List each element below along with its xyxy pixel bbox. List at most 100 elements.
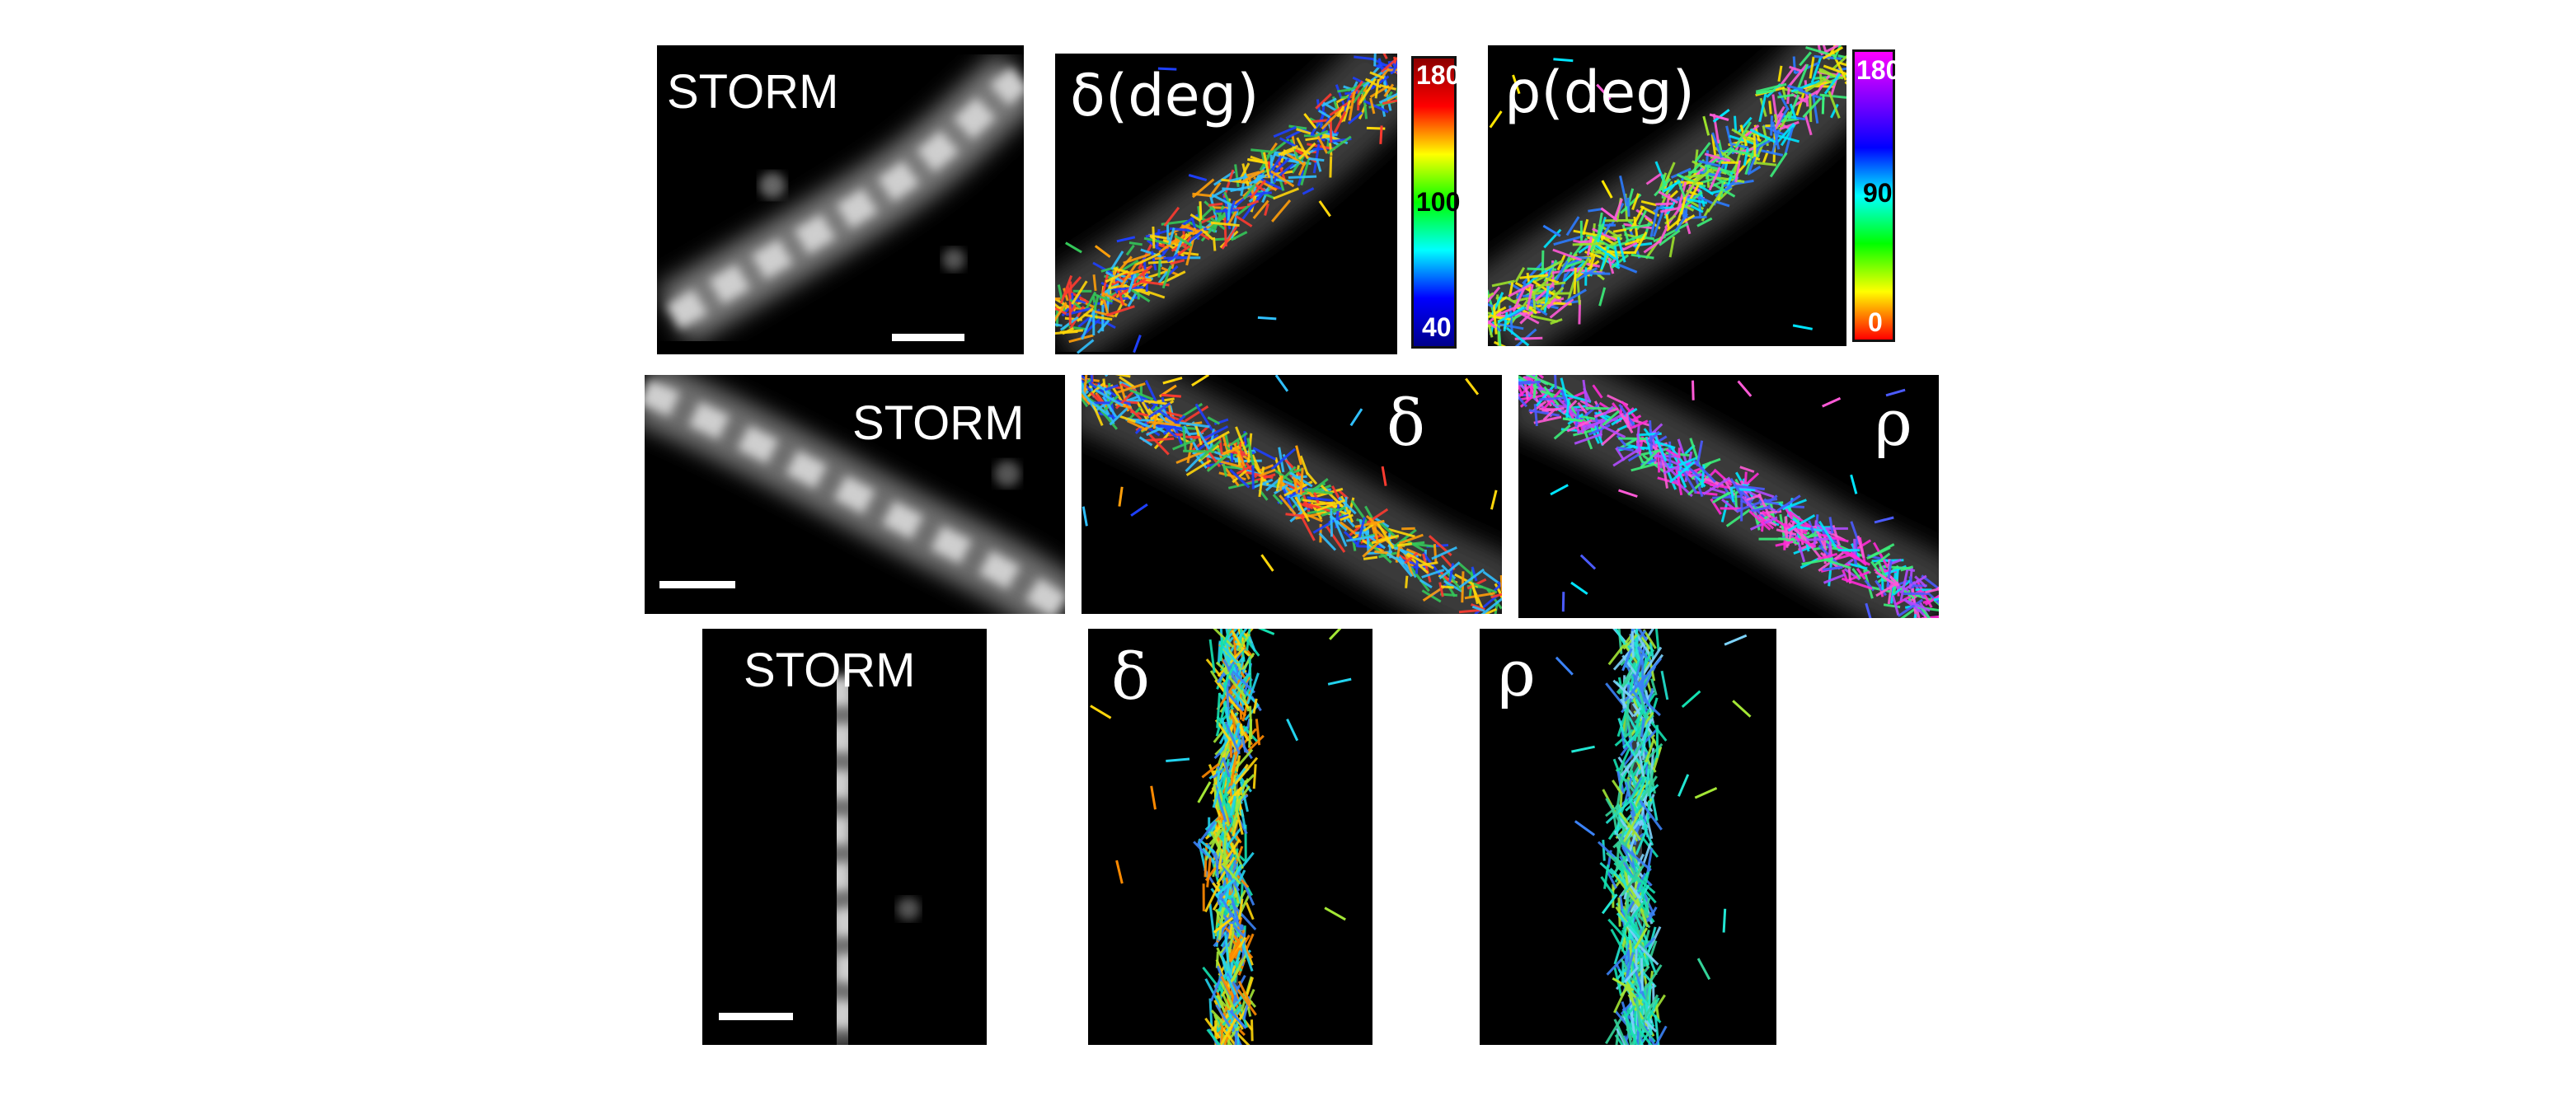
orientation-stick: [1199, 214, 1216, 225]
orientation-stick: [1219, 637, 1224, 662]
orientation-stick: [1161, 396, 1167, 414]
orientation-stick: [1202, 847, 1216, 864]
orientation-stick: [1632, 713, 1648, 741]
orientation-stick: [1206, 453, 1229, 472]
orientation-stick: [1619, 175, 1629, 207]
orientation-stick: [1221, 862, 1242, 885]
orientation-stick: [1629, 663, 1637, 691]
orientation-stick: [1606, 869, 1618, 889]
orientation-stick: [1245, 977, 1255, 998]
orientation-stick: [1489, 110, 1503, 129]
orientation-stick: [1622, 1010, 1639, 1045]
orientation-stick: [1082, 378, 1092, 392]
orientation-stick: [1574, 820, 1596, 836]
orientation-stick: [1090, 375, 1094, 382]
orientation-stick: [1651, 423, 1663, 435]
orientation-stick: [1222, 831, 1227, 863]
orientation-stick: [1204, 425, 1229, 439]
orientation-stick: [1119, 415, 1136, 424]
orientation-stick: [1493, 340, 1507, 346]
orientation-stick: [1668, 461, 1696, 484]
orientation-stick: [1297, 142, 1316, 161]
orientation-stick: [1312, 518, 1339, 534]
orientation-stick: [1083, 313, 1113, 321]
delta-colorbar-gradient: [1414, 59, 1454, 346]
orientation-stick: [1234, 1030, 1238, 1045]
orientation-stick: [1665, 213, 1670, 229]
orientation-stick: [1776, 494, 1801, 513]
orientation-stick: [1743, 148, 1749, 166]
orientation-stick: [1247, 157, 1266, 164]
orientation-stick: [1621, 864, 1645, 897]
orientation-stick: [1379, 125, 1383, 144]
orientation-stick: [1213, 785, 1227, 822]
rho-colorbar-tick-bottom: 0: [1868, 307, 1883, 337]
orientation-stick: [1687, 473, 1711, 496]
orientation-stick: [1383, 83, 1395, 97]
orientation-stick: [1104, 384, 1119, 391]
orientation-stick: [1748, 510, 1771, 531]
orientation-stick: [1626, 415, 1642, 424]
orientation-stick: [1868, 546, 1891, 560]
orientation-stick: [1519, 311, 1534, 325]
orientation-stick: [1201, 228, 1214, 241]
orientation-stick: [1185, 459, 1212, 476]
orientation-stick: [1513, 295, 1537, 303]
orientation-stick: [1797, 526, 1823, 532]
orientation-stick: [1551, 266, 1584, 274]
orientation-stick: [1777, 91, 1790, 111]
orientation-stick: [1287, 494, 1302, 499]
orientation-stick: [1241, 735, 1247, 753]
orientation-stick: [1565, 216, 1580, 237]
orientation-stick: [1225, 724, 1240, 752]
orientation-stick: [1921, 607, 1931, 618]
orientation-stick: [1624, 952, 1635, 982]
orientation-stick: [1841, 577, 1873, 590]
orientation-stick: [1781, 499, 1807, 511]
orientation-stick: [1308, 157, 1325, 162]
orientation-stick: [1774, 123, 1795, 146]
scale-bar-row1: [892, 334, 964, 341]
orientation-stick: [1633, 731, 1651, 756]
orientation-stick: [1230, 897, 1240, 922]
orientation-stick: [1631, 673, 1651, 707]
orientation-stick: [1651, 797, 1659, 822]
orientation-stick: [1345, 535, 1375, 542]
orientation-stick: [1640, 449, 1659, 469]
orientation-stick: [1206, 1028, 1222, 1045]
orientation-stick: [1817, 552, 1838, 560]
orientation-stick: [1818, 520, 1837, 548]
orientation-stick: [1792, 324, 1813, 330]
orientation-stick: [1549, 297, 1574, 319]
orientation-stick: [1565, 288, 1587, 303]
orientation-stick: [1702, 115, 1710, 136]
orientation-stick: [1508, 283, 1532, 297]
orientation-stick: [1152, 226, 1156, 249]
orientation-stick: [1823, 566, 1843, 571]
orientation-stick: [1630, 770, 1636, 786]
orientation-stick: [1712, 109, 1730, 123]
orientation-stick: [1733, 143, 1744, 175]
orientation-stick: [1381, 466, 1387, 486]
orientation-stick: [1621, 900, 1646, 930]
orientation-stick: [1633, 641, 1641, 662]
orientation-stick: [1296, 137, 1309, 160]
orientation-stick: [1319, 103, 1326, 129]
orientation-stick: [1245, 718, 1251, 736]
orientation-stick: [1631, 630, 1635, 658]
orientation-stick: [1235, 215, 1253, 227]
orientation-stick: [1347, 111, 1363, 125]
orientation-stick: [1305, 135, 1329, 142]
storm-filament-row1: [657, 52, 1024, 346]
orientation-stick: [1069, 298, 1082, 309]
orientation-stick: [1641, 697, 1661, 717]
delta-stick-group-row1: [1055, 54, 1397, 354]
orientation-stick: [1227, 930, 1235, 953]
delta-label-row1: δ(deg): [1070, 62, 1260, 129]
orientation-stick: [1702, 476, 1731, 495]
rho-label-row2: ρ: [1875, 386, 1912, 461]
orientation-stick: [1222, 446, 1241, 456]
orientation-stick: [1615, 447, 1626, 461]
orientation-stick: [1913, 614, 1917, 618]
orientation-stick: [1565, 398, 1570, 419]
